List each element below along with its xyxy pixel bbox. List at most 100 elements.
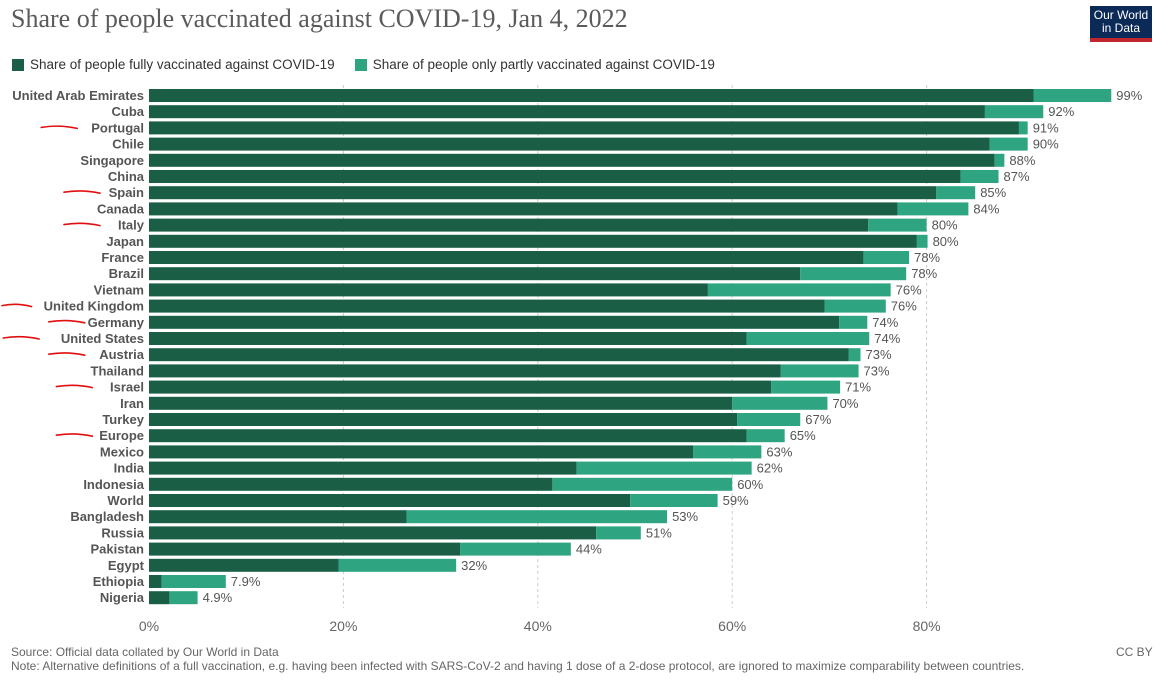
bar-partly-vaccinated[interactable] [746, 332, 870, 345]
category-label[interactable]: China [108, 169, 145, 184]
bar-fully-vaccinated[interactable] [149, 396, 733, 410]
bar-partly-vaccinated[interactable] [984, 105, 1044, 119]
bar-partly-vaccinated[interactable] [746, 429, 785, 443]
category-label[interactable]: France [101, 250, 144, 265]
category-label[interactable]: Portugal [91, 120, 144, 135]
bar-fully-vaccinated[interactable] [149, 251, 864, 264]
bar-partly-vaccinated[interactable] [1018, 121, 1028, 135]
bar-fully-vaccinated[interactable] [149, 105, 985, 119]
bar-partly-vaccinated[interactable] [771, 380, 841, 394]
category-label[interactable]: Thailand [91, 363, 145, 378]
bar-partly-vaccinated[interactable] [169, 591, 198, 605]
category-label[interactable]: Europe [99, 428, 144, 443]
bar-partly-vaccinated[interactable] [848, 348, 861, 362]
category-label[interactable]: Iran [120, 396, 144, 411]
license-label[interactable]: CC BY [1116, 645, 1153, 659]
category-label[interactable]: India [114, 461, 145, 476]
bar-partly-vaccinated[interactable] [737, 413, 801, 426]
category-label[interactable]: Canada [97, 201, 145, 216]
bar-fully-vaccinated[interactable] [149, 510, 407, 524]
bar-fully-vaccinated[interactable] [149, 526, 597, 540]
bar-partly-vaccinated[interactable] [732, 396, 828, 410]
category-label[interactable]: World [107, 493, 144, 508]
bar-fully-vaccinated[interactable] [149, 591, 170, 605]
bar-partly-vaccinated[interactable] [406, 510, 668, 524]
bar-fully-vaccinated[interactable] [149, 234, 917, 248]
bar-fully-vaccinated[interactable] [149, 380, 772, 394]
bar-fully-vaccinated[interactable] [149, 283, 708, 297]
category-label[interactable]: Russia [101, 525, 144, 540]
bar-partly-vaccinated[interactable] [916, 234, 928, 248]
category-label[interactable]: Egypt [108, 558, 145, 573]
bar-partly-vaccinated[interactable] [693, 445, 762, 459]
category-label[interactable]: Vietnam [94, 282, 144, 297]
bar-fully-vaccinated[interactable] [149, 137, 990, 151]
bar-partly-vaccinated[interactable] [960, 170, 999, 183]
bar-partly-vaccinated[interactable] [552, 477, 733, 491]
category-label[interactable]: United States [61, 331, 144, 346]
category-label[interactable]: Austria [99, 347, 145, 362]
bar-fully-vaccinated[interactable] [149, 315, 840, 329]
bar-fully-vaccinated[interactable] [149, 299, 825, 313]
bar-fully-vaccinated[interactable] [149, 218, 869, 232]
bar-fully-vaccinated[interactable] [149, 445, 694, 459]
category-label[interactable]: Germany [88, 315, 145, 330]
bar-fully-vaccinated[interactable] [149, 121, 1019, 135]
bar-partly-vaccinated[interactable] [897, 202, 969, 216]
bar-fully-vaccinated[interactable] [149, 202, 898, 216]
bar-fully-vaccinated[interactable] [149, 267, 801, 281]
category-label[interactable]: Israel [110, 380, 144, 395]
category-label[interactable]: United Kingdom [44, 299, 144, 314]
bar-partly-vaccinated[interactable] [800, 267, 907, 281]
bar-fully-vaccinated[interactable] [149, 186, 937, 200]
bar-partly-vaccinated[interactable] [936, 186, 976, 200]
category-label[interactable]: Singapore [80, 153, 144, 168]
bar-partly-vaccinated[interactable] [989, 137, 1028, 151]
category-label[interactable]: Spain [109, 185, 144, 200]
bar-fully-vaccinated[interactable] [149, 477, 553, 491]
bar-fully-vaccinated[interactable] [149, 461, 577, 475]
bar-fully-vaccinated[interactable] [149, 170, 961, 183]
bar-fully-vaccinated[interactable] [149, 364, 781, 378]
bar-fully-vaccinated[interactable] [149, 429, 747, 443]
bar-partly-vaccinated[interactable] [994, 153, 1005, 167]
bar-fully-vaccinated[interactable] [149, 542, 461, 556]
legend-item-partly[interactable]: Share of people only partly vaccinated a… [354, 57, 715, 72]
bar-partly-vaccinated[interactable] [630, 494, 718, 507]
category-label[interactable]: Mexico [100, 444, 144, 459]
bar-partly-vaccinated[interactable] [338, 558, 457, 572]
bar-partly-vaccinated[interactable] [707, 283, 891, 297]
category-label[interactable]: Bangladesh [70, 509, 144, 524]
bar-fully-vaccinated[interactable] [149, 348, 849, 362]
owid-logo[interactable]: Our World in Data [1090, 6, 1152, 42]
category-label[interactable]: Turkey [102, 412, 144, 427]
bar-partly-vaccinated[interactable] [863, 251, 910, 264]
bar-partly-vaccinated[interactable] [161, 575, 226, 588]
bar-fully-vaccinated[interactable] [149, 332, 747, 345]
bar-fully-vaccinated[interactable] [149, 413, 738, 426]
category-label[interactable]: Chile [112, 137, 144, 152]
category-label[interactable]: Pakistan [91, 542, 145, 557]
bar-fully-vaccinated[interactable] [149, 494, 631, 507]
bar-fully-vaccinated[interactable] [149, 558, 339, 572]
category-label[interactable]: United Arab Emirates [12, 88, 144, 103]
category-label[interactable]: Cuba [112, 104, 145, 119]
category-label[interactable]: Nigeria [100, 590, 145, 605]
category-label[interactable]: Ethiopia [93, 574, 145, 589]
bar-fully-vaccinated[interactable] [149, 153, 995, 167]
bar-fully-vaccinated[interactable] [149, 89, 1034, 102]
bar-fully-vaccinated[interactable] [149, 575, 162, 588]
bar-partly-vaccinated[interactable] [1033, 89, 1112, 102]
legend-item-fully[interactable]: Share of people fully vaccinated against… [12, 57, 335, 72]
bar-partly-vaccinated[interactable] [576, 461, 752, 475]
bar-partly-vaccinated[interactable] [868, 218, 927, 232]
bar-partly-vaccinated[interactable] [596, 526, 641, 540]
category-label[interactable]: Italy [118, 218, 145, 233]
category-label[interactable]: Japan [106, 234, 144, 249]
category-label[interactable]: Brazil [109, 266, 144, 281]
bar-partly-vaccinated[interactable] [780, 364, 859, 378]
bar-partly-vaccinated[interactable] [460, 542, 571, 556]
bar-partly-vaccinated[interactable] [839, 315, 868, 329]
category-label[interactable]: Indonesia [83, 477, 144, 492]
bar-partly-vaccinated[interactable] [824, 299, 886, 313]
